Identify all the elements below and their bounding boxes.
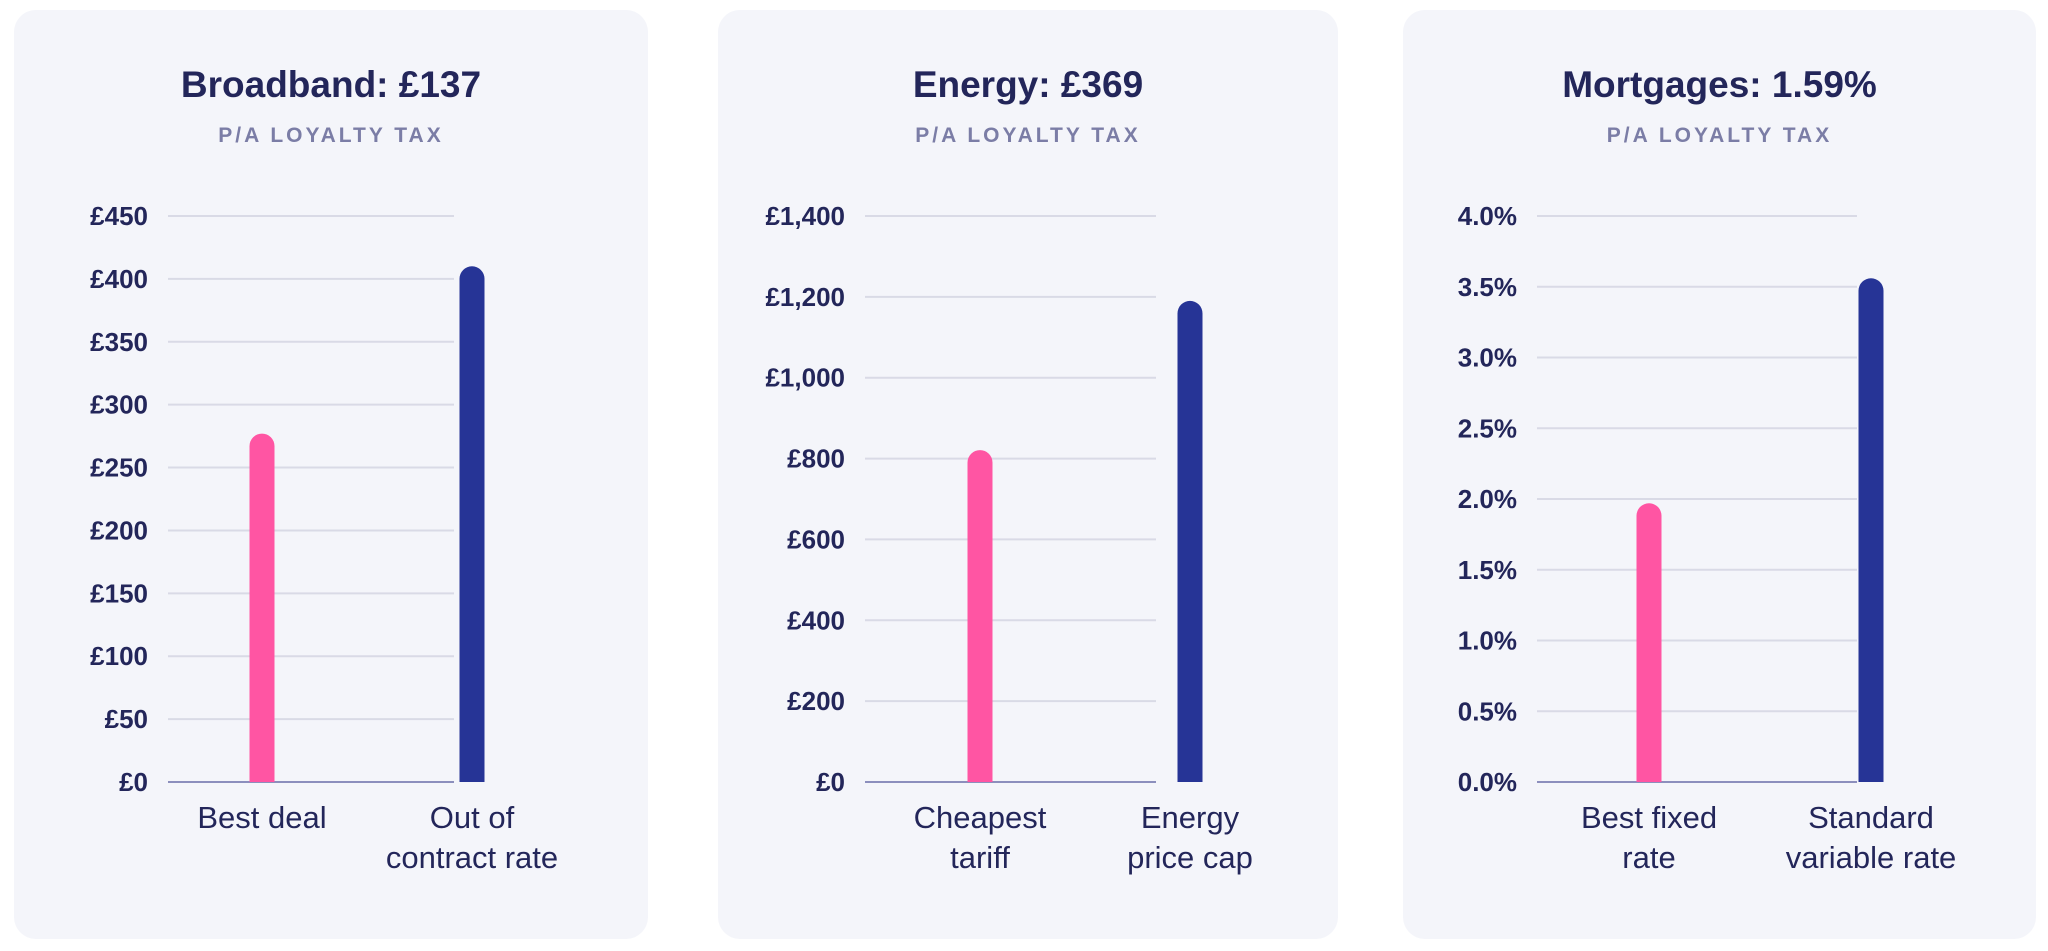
y-tick-label: £250 — [90, 453, 148, 483]
y-tick-label: £450 — [90, 201, 148, 231]
y-tick-label: £350 — [90, 327, 148, 357]
y-tick-label: 1.0% — [1458, 626, 1517, 656]
category-label: Cheapest — [914, 800, 1047, 835]
category-label: rate — [1622, 840, 1675, 875]
mortgages-plot: 0.0% 0.5% 1.0% 1.5% 2.0% 2.5% 3.0% 3.5% 4.0% Best… — [1458, 201, 1957, 875]
y-tick-label: 3.5% — [1458, 272, 1517, 302]
chart-subtitle: P/A LOYALTY TAX — [915, 124, 1141, 147]
y-tick-label: £0 — [816, 767, 845, 797]
bar — [1636, 503, 1662, 782]
y-tick-label: £1,400 — [765, 201, 845, 231]
y-tick-label: 3.0% — [1458, 343, 1517, 373]
chart-title: Energy: £369 — [912, 64, 1144, 105]
energy-plot: £0 £200 £400 £600 £800 £1,000 £1,200 £1,400 Chea… — [765, 201, 1253, 875]
category-label: price cap — [1127, 840, 1253, 875]
y-tick-label: £200 — [787, 686, 845, 716]
category-label: Standard — [1808, 800, 1934, 835]
y-tick-label: £100 — [90, 641, 148, 671]
y-tick-label: £150 — [90, 578, 148, 608]
y-tick-label: £400 — [787, 605, 845, 635]
broadband-plot: £0 £50 £100 £150 £200 £250 £300 £350 £400 £450 Bes… — [90, 201, 558, 875]
chart-subtitle: P/A LOYALTY TAX — [218, 124, 444, 147]
y-tick-label: £400 — [90, 264, 148, 294]
mortgages-chart-card: Mortgages: 1.59% P/A LOYALTY TAX 0.0% 0.5… — [1403, 10, 2036, 939]
chart-title: Broadband: £137 — [180, 64, 482, 105]
chart-title: Mortgages: 1.59% — [1562, 64, 1877, 105]
energy-chart-card: Energy: £369 P/A LOYALTY TAX £0 £200 £400 £… — [718, 10, 1338, 939]
category-label: variable rate — [1786, 840, 1957, 875]
y-tick-label: £800 — [787, 444, 845, 474]
bar — [1177, 300, 1203, 782]
y-tick-label: £0 — [119, 767, 148, 797]
bar — [1858, 278, 1884, 782]
category-label: tariff — [950, 840, 1010, 875]
category-label: Energy — [1141, 800, 1240, 835]
category-label: Best fixed — [1581, 800, 1717, 835]
y-tick-label: £1,000 — [765, 363, 845, 393]
y-tick-label: £200 — [90, 515, 148, 545]
y-tick-label: 2.5% — [1458, 413, 1517, 443]
y-tick-label: 0.0% — [1458, 767, 1517, 797]
bar — [967, 450, 993, 782]
category-label: contract rate — [386, 840, 558, 875]
y-tick-label: 1.5% — [1458, 555, 1517, 585]
category-label: Best deal — [197, 800, 326, 835]
bar — [249, 433, 275, 782]
y-tick-label: £1,200 — [765, 282, 845, 312]
y-tick-label: £600 — [787, 524, 845, 554]
y-tick-label: 0.5% — [1458, 696, 1517, 726]
y-tick-label: 4.0% — [1458, 201, 1517, 231]
y-tick-label: £300 — [90, 390, 148, 420]
y-tick-label: 2.0% — [1458, 484, 1517, 514]
bar — [459, 266, 485, 782]
broadband-chart-card: Broadband: £137 P/A LOYALTY TAX £0 £50 £10… — [14, 10, 648, 939]
chart-subtitle: P/A LOYALTY TAX — [1606, 124, 1833, 147]
y-tick-label: £50 — [105, 704, 148, 734]
category-label: Out of — [430, 800, 515, 835]
